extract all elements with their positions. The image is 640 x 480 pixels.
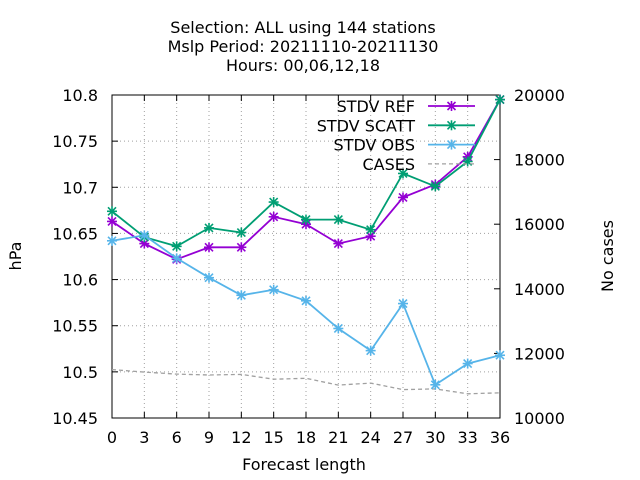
data-point-stdv-scatt: [268, 197, 279, 208]
x-tick-label: 18: [296, 428, 316, 447]
y2-tick-label: 12000: [514, 344, 565, 363]
data-point-stdv-obs: [301, 295, 311, 306]
data-point-stdv-obs: [107, 235, 117, 246]
x-tick-label: 6: [172, 428, 182, 447]
data-point-stdv-scatt: [333, 214, 344, 225]
x-tick-label: 24: [360, 428, 380, 447]
data-point-stdv-obs: [462, 358, 473, 369]
data-point-stdv-scatt: [301, 214, 311, 225]
data-point-stdv-obs: [495, 350, 505, 361]
y2-axis-label: No cases: [598, 220, 617, 292]
x-tick-label: 12: [231, 428, 251, 447]
x-tick-label: 3: [139, 428, 149, 447]
series-cases: [111, 368, 501, 395]
data-point-stdv-scatt: [495, 94, 505, 105]
legend-label-stdv-obs: STDV OBS: [334, 136, 415, 155]
y2-tick-label: 10000: [514, 409, 565, 428]
data-point-stdv-scatt: [107, 206, 117, 217]
y-axis-label: hPa: [6, 242, 25, 271]
y2-tick-label: 14000: [514, 280, 565, 299]
chart-title-line-1: Selection: ALL using 144 stations: [170, 18, 435, 37]
chart-title-line-2: Mslp Period: 20211110-20211130: [168, 37, 439, 56]
data-point-stdv-scatt: [204, 222, 214, 233]
data-point-stdv-ref: [204, 242, 214, 253]
x-tick-label: 15: [263, 428, 283, 447]
x-tick-label: 30: [425, 428, 445, 447]
y-tick-label: 10.5: [62, 363, 98, 382]
data-point-stdv-obs: [365, 345, 376, 356]
x-tick-label: 21: [328, 428, 348, 447]
data-point-stdv-scatt: [462, 156, 473, 167]
legend-marker-stdv-ref: [446, 101, 457, 111]
y-tick-label: 10.8: [62, 86, 98, 105]
axis-ticks: 0 3 6 9 12 15 18 21 24 27 30 33 3610.4510.510.5510.6…: [52, 86, 565, 447]
legend-label-stdv-ref: STDV REF: [337, 97, 415, 116]
y-tick-label: 10.55: [52, 317, 98, 336]
data-point-stdv-scatt: [236, 227, 247, 238]
data-point-stdv-scatt: [430, 181, 441, 192]
x-tick-label: 36: [490, 428, 510, 447]
series-line-cases: [111, 368, 501, 395]
data-point-stdv-ref: [107, 216, 117, 227]
y-tick-label: 10.7: [62, 178, 98, 197]
data-point-stdv-scatt: [171, 241, 182, 252]
data-point-stdv-ref: [236, 242, 247, 253]
legend-label-stdv-scatt: STDV SCATT: [317, 116, 416, 135]
y-tick-label: 10.65: [52, 224, 98, 243]
data-point-stdv-obs: [139, 230, 150, 241]
data-point-stdv-obs: [171, 253, 182, 264]
data-point-stdv-scatt: [365, 224, 376, 235]
x-tick-label: 27: [393, 428, 413, 447]
plot-frame: [111, 94, 501, 419]
data-point-stdv-obs: [333, 323, 344, 334]
legend-marker-stdv-obs: [446, 139, 457, 150]
data-point-stdv-obs: [268, 284, 279, 295]
data-point-stdv-ref: [398, 192, 408, 203]
x-tick-label: 9: [204, 428, 214, 447]
data-point-stdv-obs: [204, 272, 214, 283]
data-point-stdv-obs: [398, 298, 408, 309]
data-point-stdv-scatt: [398, 168, 408, 179]
legend-marker-stdv-scatt: [446, 120, 457, 131]
y-tick-label: 10.45: [52, 409, 98, 428]
y-tick-label: 10.6: [62, 271, 98, 290]
y-tick-label: 10.75: [52, 132, 98, 151]
data-point-stdv-obs: [430, 379, 441, 390]
x-axis-label: Forecast length: [242, 455, 366, 474]
legend-label-cases: CASES: [362, 155, 415, 174]
chart-title-line-3: Hours: 00,06,12,18: [226, 56, 380, 75]
y2-tick-label: 20000: [514, 86, 565, 105]
data-point-stdv-ref: [268, 211, 279, 222]
series-layer: [107, 94, 505, 395]
x-tick-label: 0: [107, 428, 117, 447]
series-line-stdv-obs: [111, 234, 501, 387]
y2-tick-label: 18000: [514, 151, 565, 170]
data-point-stdv-obs: [236, 290, 247, 301]
series-stdv-obs: [107, 230, 505, 390]
grid: [112, 95, 500, 418]
x-tick-label: 33: [457, 428, 477, 447]
y2-tick-label: 16000: [514, 215, 565, 234]
data-point-stdv-ref: [333, 238, 344, 249]
